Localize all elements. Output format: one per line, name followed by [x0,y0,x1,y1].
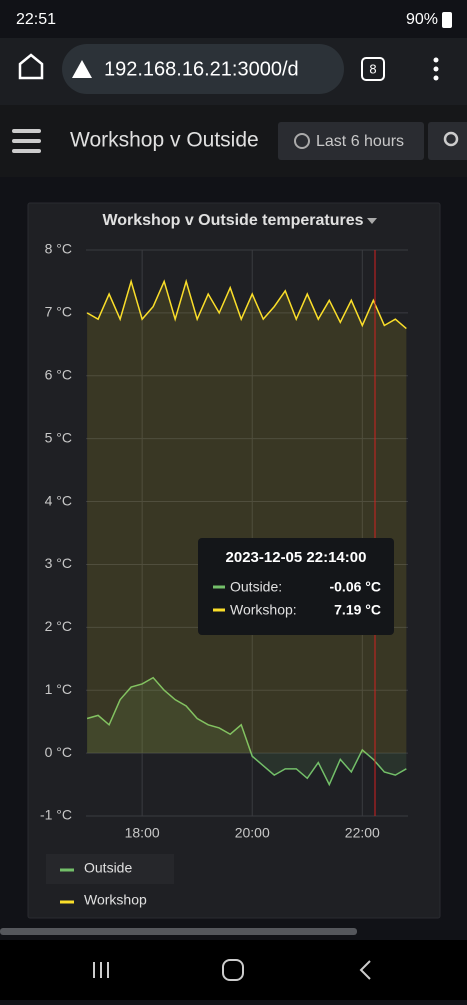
y-tick-label: 1 °C [45,681,72,697]
tooltip-name: Workshop: [230,602,297,618]
legend-label[interactable]: Outside [84,860,132,876]
y-tick-label: 4 °C [45,492,72,508]
y-tick-label: 5 °C [45,429,72,445]
tab-count: 8 [369,61,376,76]
hamburger[interactable] [12,129,41,153]
area-fill [87,677,407,785]
tooltip-time: 2023-12-05 22:14:00 [226,549,367,566]
x-tick-label: 18:00 [125,825,160,841]
y-tick-label: 0 °C [45,744,72,760]
menu-button[interactable] [433,57,439,81]
y-tick-label: 3 °C [45,555,72,571]
recents-button[interactable] [93,962,109,978]
y-tick-label: 8 °C [45,241,72,257]
home-nav[interactable] [222,959,244,981]
y-tick-label: 7 °C [45,304,72,320]
home-button[interactable] [18,53,44,80]
battery-icon [442,12,452,28]
battery: 90% [406,11,438,28]
url-field[interactable] [62,44,344,94]
plot: -1 °C 0 °C 1 °C 2 °C 3 °C 4 °C 5 °C 6 °C 7 °C 8 °… [40,241,408,841]
chart-title[interactable]: Workshop v Outside temperatures [102,212,363,229]
nav-bar [0,940,467,1000]
title-caret [367,218,377,224]
series-line [86,676,407,787]
url: 192.168.16.21:3000/d [104,58,299,80]
zoom-button[interactable] [428,122,467,160]
time-range: Last 6 hours [316,133,404,150]
x-tick-label: 20:00 [235,825,270,841]
tooltip-value: -0.06 °C [329,579,381,595]
clock-icon [294,133,310,149]
tooltip-name: Outside: [230,579,282,595]
x-tick-label: 22:00 [345,825,380,841]
warning-icon [72,60,92,78]
tooltip-value: 7.19 °C [334,602,381,618]
area-fill [87,281,407,754]
legend-label[interactable]: Workshop [84,892,147,908]
time-picker[interactable] [278,122,424,160]
back-button[interactable] [359,960,371,980]
y-tick-label: -1 °C [40,807,72,823]
dashboard-title: Workshop v Outside [70,129,259,152]
scrollbar [0,928,357,935]
series-line [86,278,407,330]
y-tick-label: 2 °C [45,618,72,634]
tabs-button[interactable] [361,57,385,81]
y-tick-label: 6 °C [45,366,72,382]
tooltip [198,538,394,635]
status-time: 22:51 [16,11,56,28]
zoom-icon [443,131,459,147]
